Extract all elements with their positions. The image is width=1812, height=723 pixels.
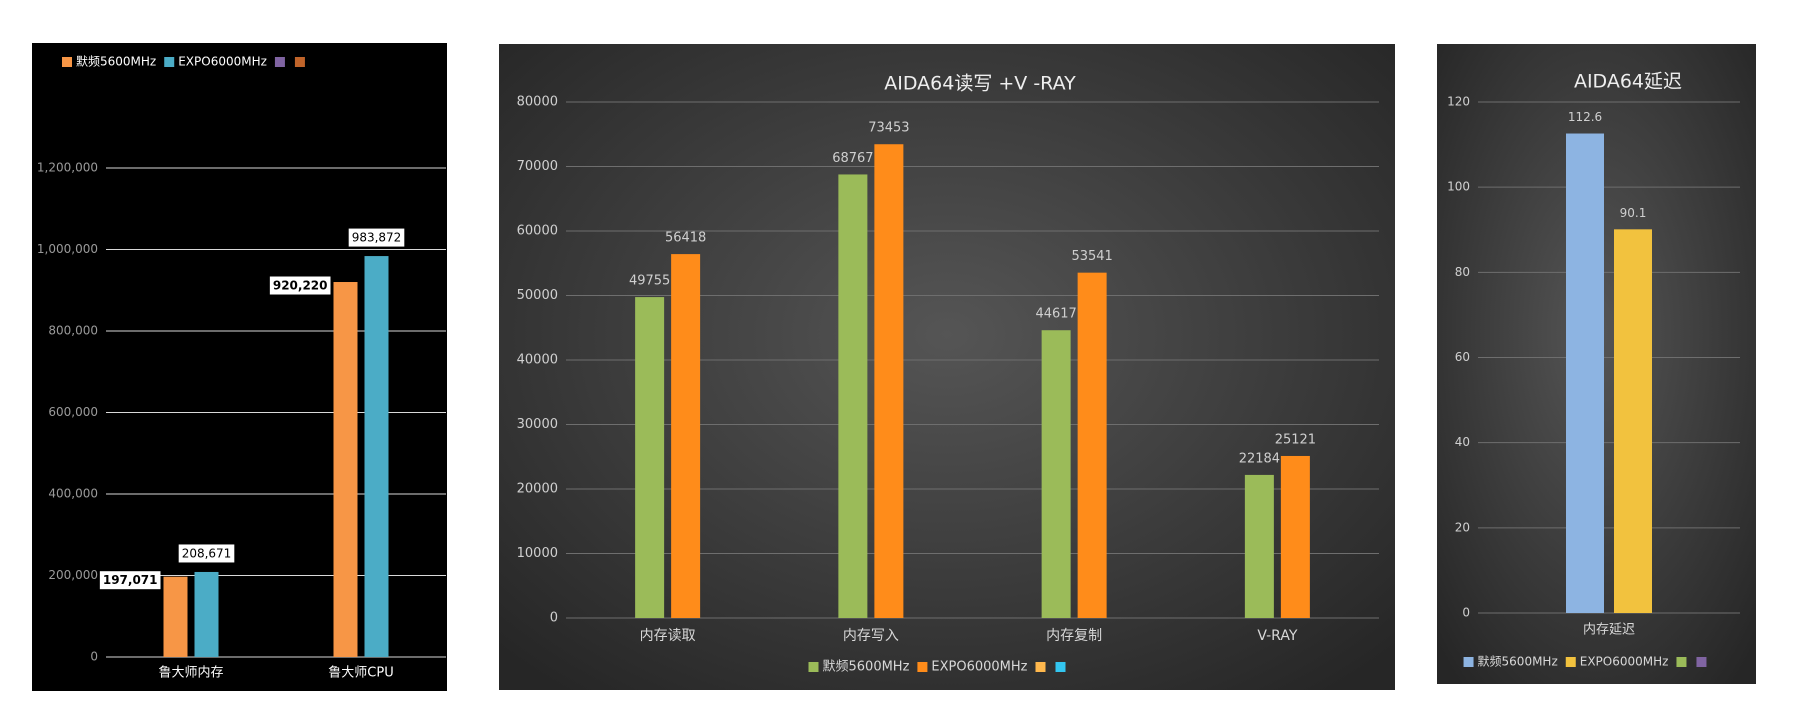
label-background xyxy=(178,544,235,563)
x-tick-label: 鲁大师CPU xyxy=(328,666,393,681)
x-tick-label: 内存写入 xyxy=(843,628,899,644)
label-background xyxy=(348,228,405,247)
y-tick-label: 1,200,000 xyxy=(37,161,98,175)
legend-label: EXPO6000MHz xyxy=(178,55,267,69)
x-tick-label: V-RAY xyxy=(1257,628,1297,644)
x-tick-label: 鲁大师内存 xyxy=(158,665,223,681)
bar xyxy=(1614,229,1652,614)
value-label: 22184 xyxy=(1239,451,1280,466)
y-tick-label: 0 xyxy=(550,611,558,626)
legend-label: EXPO6000MHz xyxy=(931,660,1027,675)
x-tick-label: 内存延迟 xyxy=(1583,622,1635,638)
y-tick-label: 100 xyxy=(1447,180,1470,194)
y-tick-label: 40 xyxy=(1455,435,1470,449)
value-label: 920,220 xyxy=(273,279,328,293)
y-tick-label: 30000 xyxy=(517,417,558,432)
value-label: 983,872 xyxy=(352,231,402,245)
y-tick-label: 40000 xyxy=(517,353,558,368)
legend-swatch xyxy=(62,57,72,67)
value-label: 25121 xyxy=(1275,432,1316,447)
bar xyxy=(671,254,701,619)
y-tick-label: 80000 xyxy=(517,95,558,110)
y-tick-label: 60 xyxy=(1455,350,1470,364)
value-label: 56418 xyxy=(665,231,706,246)
legend-label: 默频5600MHz xyxy=(1478,654,1558,669)
value-label: 44617 xyxy=(1035,307,1076,322)
bar xyxy=(163,576,188,657)
bar xyxy=(1077,272,1107,618)
y-tick-label: 20000 xyxy=(517,482,558,497)
legend-swatch xyxy=(1565,657,1576,667)
bar xyxy=(1280,455,1310,618)
bar xyxy=(364,256,389,657)
y-tick-label: 120 xyxy=(1447,95,1470,109)
y-tick-label: 60000 xyxy=(517,224,558,239)
value-label: 112.6 xyxy=(1568,110,1602,124)
label-background xyxy=(99,571,161,590)
legend: 默频5600MHz EXPO6000MHz xyxy=(808,659,1066,675)
bar xyxy=(874,144,904,618)
y-tick-label: 1,000,000 xyxy=(37,242,98,256)
value-label: 90.1 xyxy=(1620,206,1647,220)
legend-label: EXPO6000MHz xyxy=(1580,655,1669,669)
bar xyxy=(333,282,358,657)
y-tick-label: 0 xyxy=(90,650,98,664)
legend-swatch xyxy=(808,662,819,672)
y-tick-label: 80 xyxy=(1455,265,1470,279)
value-label: 197,071 xyxy=(103,573,158,587)
y-tick-label: 800,000 xyxy=(48,324,98,338)
legend-swatch xyxy=(917,662,928,672)
value-label-box: 983,872 xyxy=(348,228,405,247)
y-tick-label: 200,000 xyxy=(48,568,98,582)
bar xyxy=(1041,330,1071,618)
x-tick-label: 内存复制 xyxy=(1046,627,1102,644)
chart-title: AIDA64延迟 xyxy=(1574,71,1682,93)
bar xyxy=(635,297,665,618)
legend-swatch xyxy=(1676,657,1687,667)
legend-swatch xyxy=(274,57,285,67)
y-tick-label: 50000 xyxy=(517,288,558,303)
value-label: 208,671 xyxy=(182,546,232,560)
value-label-box: 920,220 xyxy=(269,276,331,295)
legend-swatch xyxy=(1463,657,1474,667)
legend-swatch xyxy=(1696,657,1707,667)
bar xyxy=(194,571,219,657)
value-label: 49755 xyxy=(629,274,670,289)
value-label: 73453 xyxy=(868,121,909,136)
y-tick-label: 20 xyxy=(1455,520,1470,534)
legend: 默频5600MHz EXPO6000MHz xyxy=(1463,654,1707,669)
x-tick-label: 内存读取 xyxy=(640,627,696,644)
legend: 默频5600MHz EXPO6000MHz xyxy=(62,54,305,69)
label-background xyxy=(269,276,331,295)
legend-label: 默频5600MHz xyxy=(823,659,910,675)
value-label-box: 208,671 xyxy=(178,544,235,563)
bar xyxy=(1566,133,1604,614)
y-tick-label: 600,000 xyxy=(48,405,98,419)
value-label: 53541 xyxy=(1071,249,1112,264)
bar xyxy=(1244,474,1274,618)
y-tick-label: 0 xyxy=(1462,606,1470,620)
legend-swatch xyxy=(164,57,175,67)
legend-swatch xyxy=(294,57,305,67)
y-tick-label: 400,000 xyxy=(48,487,98,501)
legend-swatch xyxy=(1035,662,1046,672)
y-tick-label: 10000 xyxy=(517,546,558,561)
value-label: 68767 xyxy=(832,151,873,166)
legend-label: 默频5600MHz xyxy=(76,54,156,69)
value-label-box: 197,071 xyxy=(99,571,161,590)
bar xyxy=(838,174,868,618)
legend-swatch xyxy=(1055,662,1066,672)
chart-title: AIDA64读写 +V -RAY xyxy=(884,73,1076,95)
y-tick-label: 70000 xyxy=(517,159,558,174)
